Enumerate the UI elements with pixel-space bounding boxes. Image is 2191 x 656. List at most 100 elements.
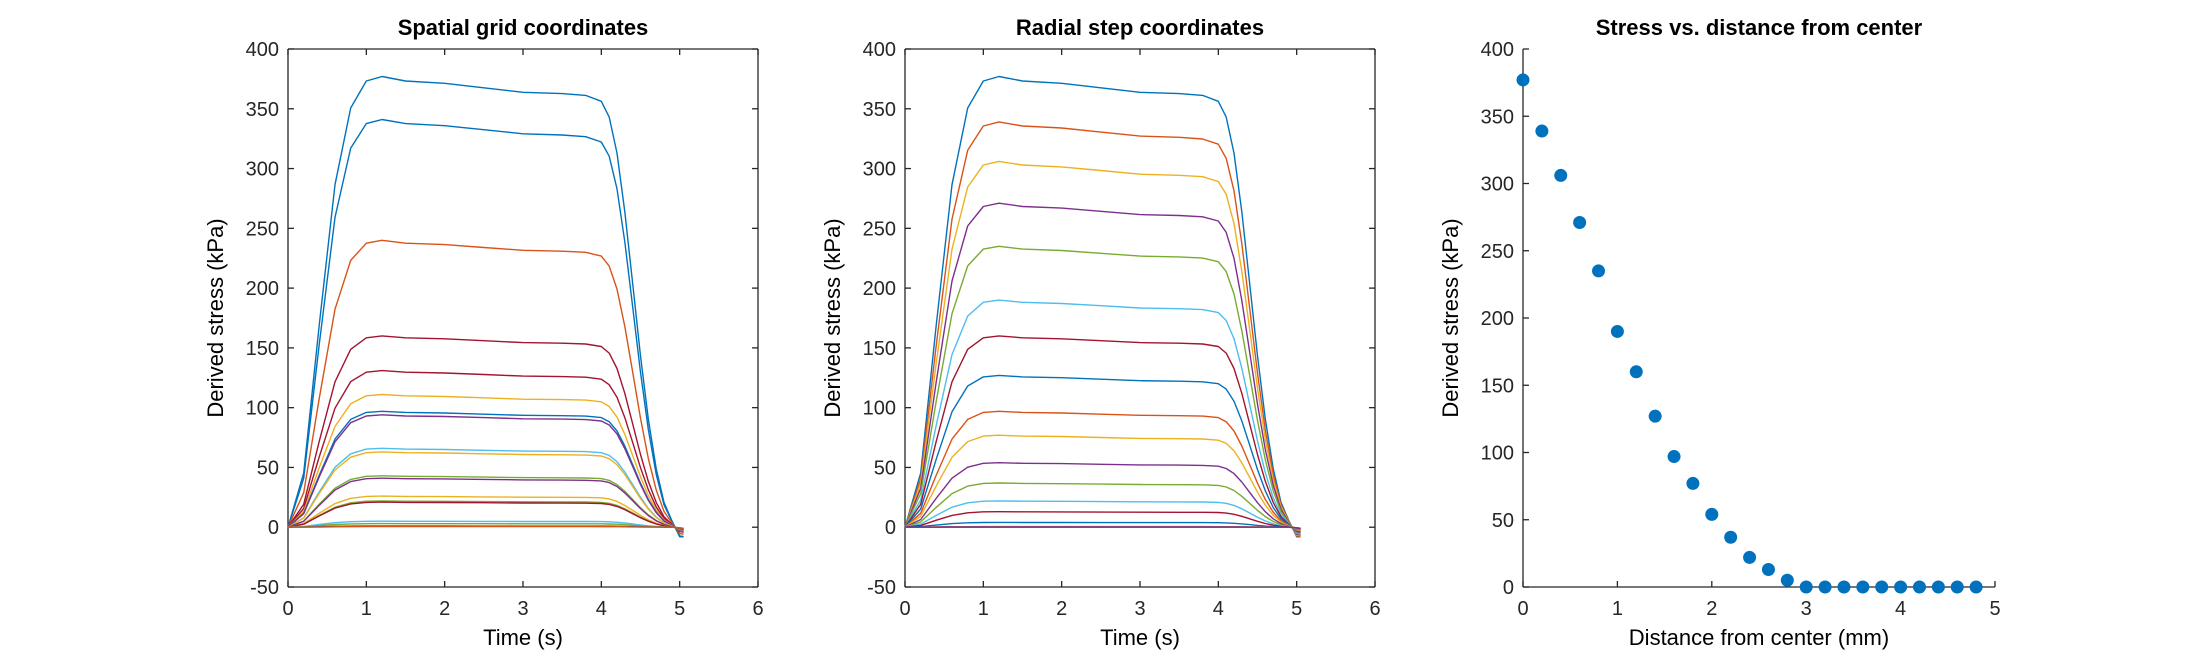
y-axis-label: Derived stress (kPa) — [1438, 218, 1463, 417]
scatter-point — [1554, 168, 1568, 182]
scatter-point — [1931, 580, 1945, 594]
scatter-point — [1516, 73, 1530, 87]
x-tick-label: 0 — [1517, 598, 1528, 620]
series-line-3 — [904, 160, 1301, 537]
chart-title: Radial step coordinates — [1016, 15, 1264, 40]
scatter-point — [1648, 409, 1662, 423]
y-tick-label: 200 — [863, 278, 896, 300]
scatter-point — [1799, 580, 1813, 594]
series-line-15 — [287, 501, 684, 530]
subplot-radial-step: 0 1 2 3 4 5 6-50050100150200250300350400Radial… — [820, 15, 1381, 650]
x-axis-label: Distance from center (mm) — [1629, 625, 1889, 650]
series-line-5 — [287, 369, 684, 533]
scatter-point — [1592, 264, 1606, 278]
series-line-4 — [904, 202, 1301, 536]
y-tick-label: 350 — [1481, 106, 1514, 128]
x-tick-label: 3 — [1134, 598, 1145, 620]
series-line-25 — [905, 526, 1301, 530]
y-tick-label: 150 — [246, 338, 279, 360]
y-tick-label: 50 — [257, 457, 279, 479]
scatter-point — [1705, 507, 1719, 521]
series-line-1 — [287, 75, 684, 538]
y-tick-label: -50 — [250, 577, 279, 599]
series-line-8 — [287, 414, 684, 532]
series-line-7 — [904, 335, 1301, 533]
x-tick-label: 6 — [1369, 598, 1380, 620]
series-line-12 — [287, 477, 684, 531]
y-tick-label: 250 — [1481, 241, 1514, 263]
x-tick-label: 3 — [1801, 598, 1812, 620]
y-tick-label: 400 — [246, 39, 279, 61]
x-tick-label: 0 — [282, 598, 293, 620]
scatter-point — [1894, 580, 1908, 594]
y-tick-label: 0 — [885, 517, 896, 539]
x-tick-label: 5 — [674, 598, 685, 620]
series-line-6 — [904, 299, 1301, 534]
y-tick-label: 150 — [1481, 375, 1514, 397]
series-line-4 — [287, 335, 684, 533]
series-line-19 — [288, 525, 684, 530]
scatter-point — [1856, 580, 1870, 594]
x-tick-label: 4 — [1213, 598, 1224, 620]
x-tick-label: 4 — [596, 598, 607, 620]
scatter-point — [1950, 580, 1964, 594]
scatter-point — [1761, 563, 1775, 577]
scatter-point — [1875, 580, 1889, 594]
scatter-point — [1667, 450, 1681, 464]
y-tick-label: 100 — [863, 398, 896, 420]
x-tick-label: 6 — [752, 598, 763, 620]
series-line-12 — [904, 482, 1301, 530]
series-line-6 — [287, 393, 684, 532]
x-tick-label: 4 — [1895, 598, 1906, 620]
x-tick-label: 2 — [1706, 598, 1717, 620]
x-tick-label: 1 — [361, 598, 372, 620]
y-tick-label: 50 — [1492, 510, 1514, 532]
y-tick-label: 400 — [1481, 39, 1514, 61]
y-tick-label: 0 — [268, 517, 279, 539]
y-tick-label: 350 — [863, 99, 896, 121]
scatter-point — [1724, 530, 1738, 544]
scatter-point — [1780, 573, 1794, 587]
scatter-point — [1535, 124, 1549, 138]
y-tick-label: -50 — [867, 577, 896, 599]
x-tick-label: 0 — [899, 598, 910, 620]
scatter-point — [1969, 580, 1983, 594]
series-line-9 — [904, 410, 1301, 532]
y-tick-label: 100 — [1481, 443, 1514, 465]
series-line-11 — [904, 462, 1301, 531]
scatter-point — [1686, 476, 1700, 490]
y-tick-label: 250 — [246, 218, 279, 240]
chart-title: Spatial grid coordinates — [398, 15, 649, 40]
x-tick-label: 3 — [517, 598, 528, 620]
subplot-spatial-grid: 0 1 2 3 4 5 6-50050100150200250300350400Spatia… — [203, 15, 764, 650]
scatter-point — [1573, 216, 1587, 230]
y-axis-label: Derived stress (kPa) — [203, 218, 228, 417]
scatter-point — [1629, 365, 1643, 379]
y-tick-label: 50 — [874, 457, 896, 479]
x-tick-label: 1 — [978, 598, 989, 620]
series-line-10 — [287, 451, 684, 531]
y-tick-label: 250 — [863, 218, 896, 240]
y-tick-label: 400 — [863, 39, 896, 61]
series-line-3 — [287, 239, 684, 535]
scatter-point — [1912, 580, 1926, 594]
series-line-1 — [904, 75, 1301, 538]
series-line-14 — [904, 511, 1301, 530]
y-tick-label: 0 — [1503, 577, 1514, 599]
y-axis-label: Derived stress (kPa) — [820, 218, 845, 417]
series-line-10 — [904, 434, 1301, 531]
y-tick-label: 300 — [1481, 174, 1514, 196]
series-line-13 — [904, 500, 1301, 530]
y-tick-label: 300 — [863, 159, 896, 181]
scatter-point — [1743, 550, 1757, 564]
series-line-8 — [904, 374, 1301, 533]
series-line-2 — [287, 118, 684, 538]
x-axis-label: Time (s) — [1100, 625, 1180, 650]
series-line-5 — [904, 245, 1301, 535]
scatter-point — [1837, 580, 1851, 594]
x-tick-label: 5 — [1291, 598, 1302, 620]
y-tick-label: 200 — [246, 278, 279, 300]
x-tick-label: 2 — [1056, 598, 1067, 620]
